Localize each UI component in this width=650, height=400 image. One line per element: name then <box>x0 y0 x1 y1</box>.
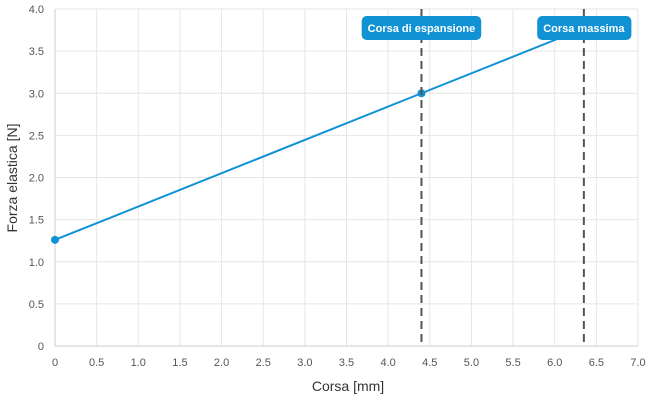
x-tick-label: 5.0 <box>464 357 479 369</box>
x-tick-label: 3.5 <box>339 357 354 369</box>
y-tick-label: 2.5 <box>29 130 44 142</box>
marker-callout <box>537 16 632 40</box>
x-tick-label: 3.0 <box>297 357 312 369</box>
ticks-layer: 0 0.5 1.0 1.5 2.0 2.5 3.0 3.5 4.0 4.5 5.0 5.5 6.0 6.5… <box>29 4 646 369</box>
x-tick-label: 4.0 <box>380 357 395 369</box>
x-axis-label: Corsa [mm] <box>312 378 384 394</box>
y-tick-label: 1.0 <box>29 257 44 269</box>
marker-layer: Corsa di espansione Corsa massima <box>361 9 632 346</box>
x-tick-label: 4.5 <box>422 357 437 369</box>
y-axis-label: Forza elastica [N] <box>4 124 20 233</box>
x-tick-label: 7.0 <box>630 357 645 369</box>
x-tick-label: 5.5 <box>505 357 520 369</box>
marker-label: Corsa massima <box>543 23 625 35</box>
x-tick-label: 6.0 <box>547 357 562 369</box>
x-tick-label: 0 <box>52 357 58 369</box>
y-tick-label: 0 <box>38 341 44 353</box>
y-tick-label: 0.5 <box>29 299 44 311</box>
axes-layer <box>54 9 638 347</box>
x-tick-label: 2.0 <box>214 357 229 369</box>
x-tick-label: 0.5 <box>89 357 104 369</box>
y-tick-label: 1.5 <box>29 215 44 227</box>
marker-label: Corsa di espansione <box>368 23 476 35</box>
series-layer <box>51 27 585 244</box>
marker-callout <box>361 16 482 40</box>
series-line <box>54 27 585 241</box>
y-tick-label: 4.0 <box>29 4 44 16</box>
data-point <box>51 235 59 244</box>
x-tick-label: 6.5 <box>589 357 604 369</box>
y-tick-label: 3.0 <box>29 88 44 100</box>
x-tick-label: 1.5 <box>172 357 187 369</box>
x-tick-label: 1.0 <box>131 357 146 369</box>
y-tick-label: 2.0 <box>29 173 44 185</box>
grid-layer <box>54 8 639 347</box>
x-tick-label: 2.5 <box>256 357 271 369</box>
y-tick-label: 3.5 <box>29 46 44 58</box>
